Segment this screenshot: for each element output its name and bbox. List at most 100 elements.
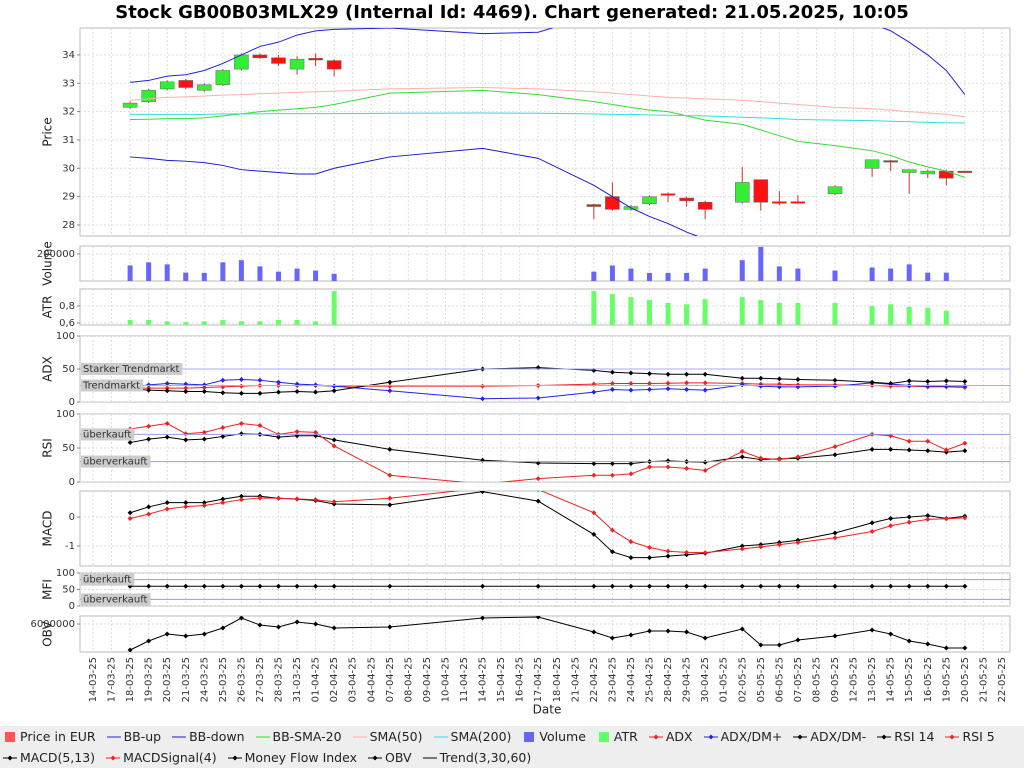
bar [628, 297, 634, 325]
bar [869, 267, 875, 281]
bar [776, 303, 782, 325]
marker [164, 506, 170, 512]
legend-label: ADX/DM+ [720, 729, 783, 744]
x-tick-label: 17-03-25 [107, 657, 118, 702]
y-tick-label: 50 [62, 585, 75, 596]
marker [832, 583, 838, 589]
candle-body [252, 54, 268, 59]
marker [294, 619, 300, 625]
x-axis-label: Date [533, 703, 562, 717]
marker [795, 454, 801, 460]
marker [702, 550, 708, 556]
reference-label-box [81, 455, 151, 468]
marker [832, 452, 838, 458]
bar [313, 321, 319, 325]
marker [739, 546, 745, 552]
candle-body [289, 58, 305, 70]
marker [201, 631, 207, 637]
bar [906, 264, 912, 281]
legend-symbol [3, 755, 17, 760]
marker [294, 388, 300, 394]
bar [702, 268, 708, 281]
marker [628, 583, 634, 589]
marker [591, 629, 597, 635]
x-tick-label: 22-05-25 [997, 657, 1008, 702]
marker [628, 471, 634, 477]
x-tick-label: 08-04-25 [403, 657, 414, 702]
marker [739, 382, 745, 388]
marker [331, 383, 337, 389]
marker [758, 455, 764, 461]
x-tick-label: 09-04-25 [422, 657, 433, 702]
panel [80, 246, 1010, 281]
bar [925, 272, 931, 281]
marker [146, 638, 152, 644]
marker [684, 629, 690, 635]
y-tick-label: 6000000 [30, 619, 75, 630]
y-axis-label: OBV [41, 620, 55, 646]
line [130, 87, 965, 118]
x-tick-label: 08-05-25 [811, 657, 822, 702]
bar [257, 266, 263, 281]
reference-label: überkauft [83, 575, 131, 586]
marker [906, 514, 912, 520]
marker [480, 616, 486, 621]
marker [628, 555, 634, 561]
marker [257, 377, 263, 383]
candle-body [679, 197, 694, 202]
marker [238, 497, 244, 503]
candle-body [178, 80, 193, 88]
y-tick-label: 29 [62, 192, 75, 203]
marker [313, 389, 319, 395]
marker [795, 637, 801, 643]
marker [276, 624, 281, 630]
marker [535, 616, 541, 620]
marker [758, 544, 764, 550]
x-tick-label: 28-04-25 [663, 657, 674, 702]
bar [127, 319, 133, 325]
marker [647, 583, 652, 589]
marker [684, 380, 690, 386]
x-tick-label: 01-05-25 [719, 657, 730, 702]
marker [888, 523, 894, 529]
marker [962, 383, 968, 389]
marker [925, 513, 931, 519]
y-tick-label: 28 [62, 220, 75, 231]
marker [702, 583, 708, 589]
bar [331, 291, 337, 325]
x-tick-label: 07-05-25 [793, 657, 804, 702]
marker [776, 457, 782, 463]
x-tick-label: 03-04-25 [348, 657, 359, 702]
panel [80, 414, 1010, 482]
marker [480, 383, 486, 389]
candle-body [586, 204, 602, 207]
marker [609, 369, 615, 375]
legend-symbol [877, 734, 892, 739]
y-axis-label: ATR [41, 296, 55, 319]
y-axis-label: MACD [41, 511, 55, 547]
legend-label: RSI 5 [962, 729, 995, 744]
marker [702, 459, 708, 465]
marker [739, 454, 745, 460]
marker [331, 625, 337, 631]
marker [220, 500, 226, 506]
legend-label: ADX [665, 729, 693, 744]
bar [665, 272, 671, 281]
marker [925, 383, 931, 389]
marker [647, 386, 652, 392]
bar [201, 321, 207, 325]
y-axis-label: MFI [41, 579, 55, 600]
marker [665, 583, 671, 589]
marker [220, 496, 226, 502]
bar [758, 246, 764, 281]
marker [183, 437, 189, 443]
y-axis-label: RSI [41, 438, 55, 458]
chart-title: Stock GB00B03MLX29 (Internal Id: 4469). … [115, 2, 909, 23]
bar [869, 305, 875, 325]
candle-body [308, 58, 323, 61]
legend-symbol [227, 755, 242, 760]
bar [220, 319, 226, 325]
marker [276, 379, 281, 385]
bar [257, 321, 263, 325]
reference-label-box [81, 593, 151, 606]
